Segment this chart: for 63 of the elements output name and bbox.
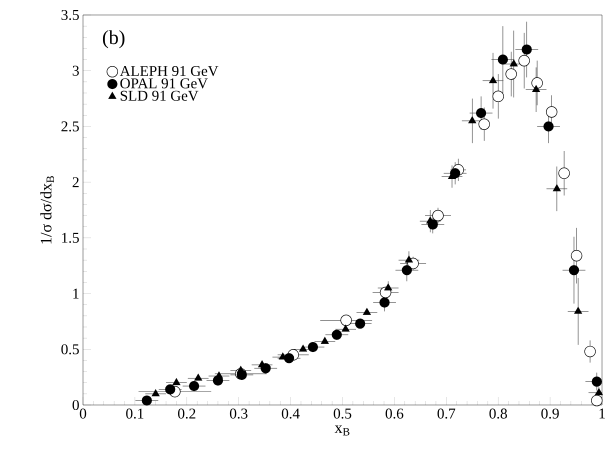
point — [531, 77, 543, 89]
point — [478, 118, 490, 130]
point — [543, 121, 554, 132]
y-tick-label: 3.5 — [62, 10, 79, 20]
point — [492, 90, 504, 102]
point — [188, 380, 200, 392]
point — [505, 68, 517, 80]
legend-label: ALEPH 91 GeV — [120, 66, 218, 76]
point — [546, 106, 558, 118]
x-tick-label: 0.6 — [386, 408, 404, 419]
point — [510, 60, 518, 66]
point — [332, 330, 342, 340]
y-axis-title: 1/σ dσ/dx$_{B}$ — [40, 176, 54, 244]
x-tick-label: 0.7 — [438, 408, 456, 419]
y-tick-label: 1 — [73, 288, 79, 299]
point — [591, 394, 603, 406]
x-tick-label: 0.4 — [282, 408, 300, 419]
point — [142, 395, 152, 406]
x-tick-label: 0.3 — [230, 408, 248, 419]
point — [476, 108, 486, 118]
x-tick-label: 0.8 — [489, 408, 507, 419]
point — [532, 85, 540, 92]
point — [574, 306, 582, 314]
point — [284, 353, 294, 364]
point — [355, 318, 366, 329]
point — [308, 342, 318, 352]
legend-label: SLD 91 GeV — [120, 90, 198, 101]
point — [498, 54, 508, 65]
point — [568, 265, 580, 276]
point — [584, 346, 596, 358]
point — [522, 44, 532, 55]
y-tick-label: 0.5 — [61, 344, 79, 354]
x-axis-title: x$_{B}$ — [334, 426, 350, 436]
y-tick-label: 3 — [72, 66, 79, 76]
point — [320, 336, 329, 344]
point — [342, 324, 350, 332]
point — [362, 308, 371, 315]
point — [468, 116, 476, 124]
x-tick-label: 0 — [80, 408, 86, 419]
point — [299, 344, 307, 352]
point — [558, 168, 570, 179]
point — [552, 184, 561, 192]
y-tick-label: 2 — [72, 177, 79, 188]
point — [570, 250, 582, 262]
y-tick-label: 1.5 — [62, 232, 79, 243]
x-tick-label: 0.5 — [334, 408, 352, 419]
legend-label: OPAL 91 GeV — [120, 78, 208, 88]
point — [215, 372, 223, 378]
y-tick-label: 2.5 — [61, 121, 79, 132]
x-tick-label: 0.1 — [126, 408, 144, 419]
point — [152, 389, 160, 396]
annotation: (b) — [102, 30, 124, 48]
point — [194, 374, 202, 381]
point — [379, 297, 390, 308]
point — [172, 378, 180, 386]
point — [518, 54, 530, 66]
point — [340, 314, 352, 326]
point — [432, 210, 444, 222]
x-tick-label: 0.9 — [541, 408, 559, 419]
x-tick-label: 0.2 — [178, 408, 196, 419]
point — [489, 76, 497, 84]
y-tick-label: 0 — [72, 400, 79, 410]
x-tick-label: 1 — [600, 408, 605, 418]
